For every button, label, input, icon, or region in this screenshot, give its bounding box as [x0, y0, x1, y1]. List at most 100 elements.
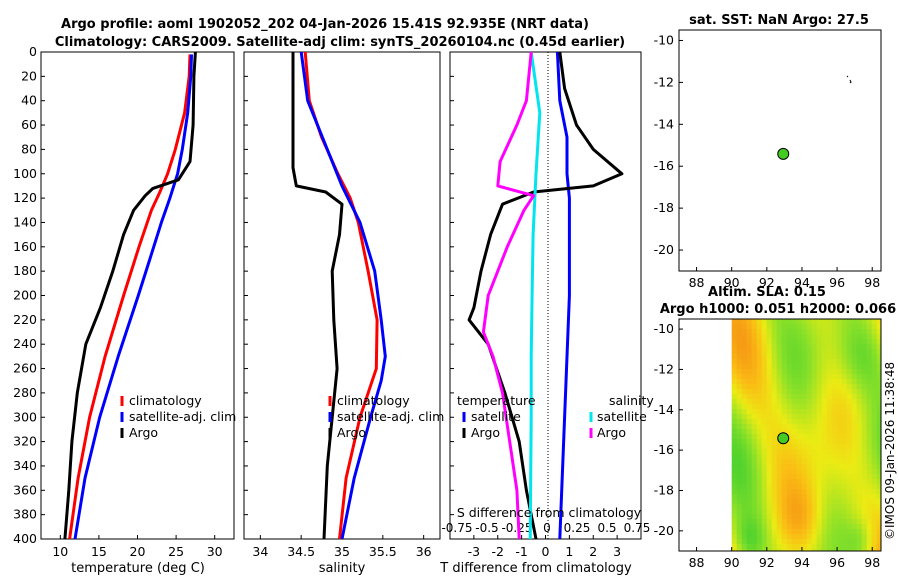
sla-cell [791, 439, 798, 445]
sla-cell [831, 529, 838, 535]
sla-cell [871, 544, 878, 550]
sla-cell [736, 439, 743, 445]
sla-cell [811, 469, 818, 475]
sla-cell [846, 329, 853, 335]
sla-cell [786, 389, 793, 395]
legend-label-argo: Argo [337, 425, 366, 440]
sla-cell [751, 339, 758, 345]
sla-cell [731, 474, 738, 480]
sla-cell [801, 329, 808, 335]
sla-cell [736, 479, 743, 485]
sla-cell [821, 439, 828, 445]
sla-cell [746, 374, 753, 380]
sla-cell [866, 464, 873, 470]
sla-cell [786, 489, 793, 495]
sla-cell [811, 489, 818, 495]
sla-cell [766, 499, 773, 505]
sla-cell [741, 469, 748, 475]
sla-cell [746, 529, 753, 535]
sla-cell [761, 484, 768, 490]
sla-cell [731, 424, 738, 430]
sla-cell [836, 424, 843, 430]
sla-cell [756, 419, 763, 425]
sla-cell [811, 514, 818, 520]
sla-cell [786, 339, 793, 345]
sla-cell [836, 434, 843, 440]
sla-cell [746, 524, 753, 530]
sla-cell [841, 409, 848, 415]
sla-cell [866, 344, 873, 350]
sla-cell [811, 319, 818, 325]
sla-cell [866, 339, 873, 345]
sla-cell [811, 534, 818, 540]
sla-cell [771, 369, 778, 375]
sla-cell [736, 344, 743, 350]
sla-cell [846, 544, 853, 550]
sla-cell [856, 389, 863, 395]
sla-cell [736, 359, 743, 365]
sla-cell [856, 429, 863, 435]
sla-cell [831, 404, 838, 410]
legend-title-temperature: temperature [457, 393, 536, 408]
sla-cell [756, 479, 763, 485]
sla-cell [771, 334, 778, 340]
sla-cell [776, 354, 783, 360]
sla-cell [746, 384, 753, 390]
x-tick-label: 15 [91, 544, 107, 559]
sla-cell [746, 344, 753, 350]
sla-cell [791, 394, 798, 400]
sla-cell [821, 539, 828, 545]
sla-cell [796, 364, 803, 370]
sla-cell [796, 414, 803, 420]
sla-cell [766, 329, 773, 335]
sla-cell [771, 429, 778, 435]
sla-cell [776, 389, 783, 395]
sla-cell [766, 529, 773, 535]
sla-cell [861, 494, 868, 500]
sla-cell [756, 519, 763, 525]
sla-cell [856, 524, 863, 530]
sla-cell [736, 499, 743, 505]
sla-cell [746, 329, 753, 335]
sla-cell [781, 484, 788, 490]
top-tick-label: 0.5 [597, 521, 616, 535]
sla-cell [776, 349, 783, 355]
sla-cell [776, 539, 783, 545]
sla-cell [866, 544, 873, 550]
sla-cell [876, 324, 881, 330]
sla-cell [831, 544, 838, 550]
sla-cell [876, 354, 881, 360]
sla-cell [841, 404, 848, 410]
sla-cell [771, 514, 778, 520]
depth-axis: 0204060801001201401601802002202402602803… [13, 44, 454, 546]
sla-cell [816, 364, 823, 370]
sla-cell [781, 389, 788, 395]
sla-cell [771, 534, 778, 540]
sla-cell [751, 334, 758, 340]
sla-cell [781, 399, 788, 405]
sla-cell [781, 319, 788, 325]
sla-cell [876, 329, 881, 335]
sla-cell [811, 539, 818, 545]
sla-cell [826, 464, 833, 470]
sla-cell [731, 359, 738, 365]
sla-cell [801, 434, 808, 440]
sla-cell [811, 464, 818, 470]
sla-cell [821, 454, 828, 460]
sla-cell [876, 379, 881, 385]
sla-cell [831, 409, 838, 415]
figure-title-line2: Climatology: CARS2009. Satellite-adj cli… [55, 35, 625, 50]
sla-cell [756, 384, 763, 390]
sla-cell [871, 369, 878, 375]
sla-cell [811, 444, 818, 450]
sla-cell [831, 474, 838, 480]
sla-cell [831, 484, 838, 490]
sla-cell [766, 319, 773, 325]
sla-cell [781, 444, 788, 450]
sla-cell [751, 399, 758, 405]
sla-cell [761, 499, 768, 505]
x-tick-label: -2 [492, 544, 504, 559]
sla-cell [831, 379, 838, 385]
sla-cell [746, 369, 753, 375]
sla-cell [831, 489, 838, 495]
